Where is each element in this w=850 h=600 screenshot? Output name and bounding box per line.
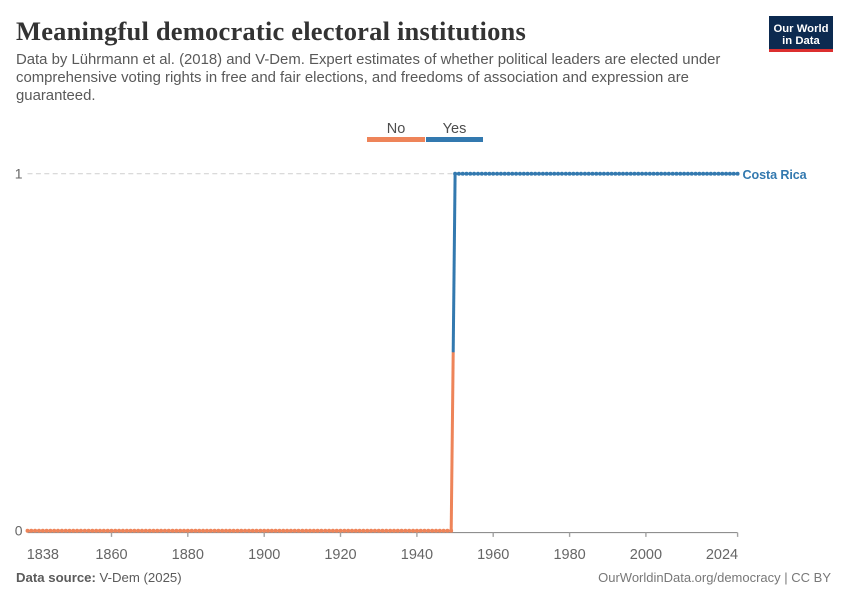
svg-text:1900: 1900	[248, 547, 280, 563]
svg-text:1940: 1940	[401, 547, 433, 563]
svg-text:1838: 1838	[27, 547, 59, 563]
svg-text:2000: 2000	[630, 547, 662, 563]
svg-text:2024: 2024	[706, 547, 738, 563]
svg-text:1: 1	[15, 166, 23, 182]
svg-text:Costa Rica: Costa Rica	[743, 168, 808, 182]
svg-text:1880: 1880	[172, 547, 204, 563]
svg-text:1920: 1920	[324, 547, 356, 563]
svg-text:1960: 1960	[477, 547, 509, 563]
svg-text:1860: 1860	[95, 547, 127, 563]
svg-text:1980: 1980	[553, 547, 585, 563]
svg-text:0: 0	[15, 523, 23, 539]
